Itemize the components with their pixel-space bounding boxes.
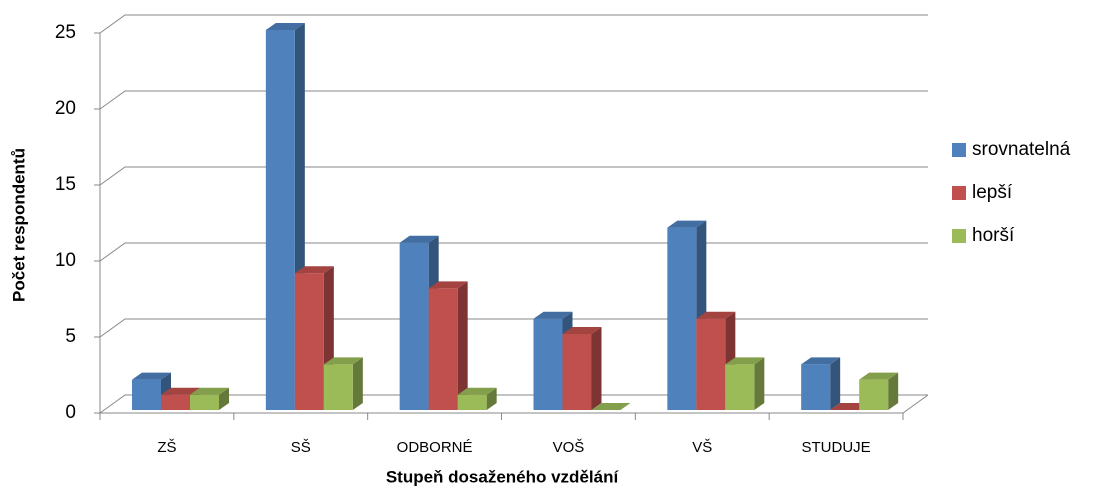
bar-side: [486, 387, 497, 410]
y-tick-label: 5: [65, 326, 76, 347]
bar-top: [132, 372, 171, 380]
bar: [591, 403, 631, 410]
bar-top: [190, 387, 229, 395]
bar-side: [591, 327, 602, 410]
x-tick-label: VŠ: [692, 439, 712, 456]
bar-front: [725, 364, 755, 410]
bar-top: [294, 266, 334, 274]
x-tick-label: ODBORNÉ: [397, 439, 473, 456]
grid-line: [99, 394, 928, 414]
bar-side: [457, 281, 468, 410]
y-tick-label: 20: [55, 98, 76, 119]
bar: [457, 387, 497, 410]
x-axis-title: Stupeň dosaženého vzdělání: [386, 467, 620, 486]
bar-front: [457, 394, 487, 410]
bar-top: [667, 220, 707, 228]
x-tick-label: VOŠ: [553, 439, 585, 456]
bar: [190, 387, 229, 410]
bar: [801, 357, 841, 410]
grid-line: [99, 318, 928, 338]
bar-top: [533, 311, 573, 319]
bar-front: [562, 334, 592, 410]
y-tick-label: 15: [55, 174, 76, 195]
bar-front: [428, 288, 458, 410]
bar: [428, 281, 468, 410]
bar-front: [161, 394, 190, 410]
bar-top: [457, 387, 497, 395]
bar-front: [399, 242, 429, 410]
bar-front: [265, 30, 295, 410]
legend-label: srovnatelná: [972, 139, 1071, 160]
grid-line: [99, 90, 928, 110]
bar-front: [696, 318, 726, 410]
grid-line: [99, 14, 928, 34]
x-tick-label: SŠ: [291, 439, 311, 456]
bar-top: [591, 403, 631, 410]
bar-top: [265, 23, 305, 30]
x-tick-label: STUDUJE: [801, 439, 870, 456]
grid-line: [99, 166, 928, 186]
bar-top: [428, 281, 468, 289]
bar-side: [352, 357, 363, 410]
bar-front: [294, 273, 324, 410]
bar: [667, 220, 707, 410]
bar-top: [562, 327, 602, 334]
bar-front: [533, 318, 563, 410]
legend-swatch: [952, 186, 966, 200]
y-axis-title: Počet respondentů: [9, 148, 28, 302]
bar-front: [323, 364, 353, 410]
bar-top: [323, 357, 363, 365]
bar: [725, 357, 765, 410]
legend-swatch: [952, 229, 966, 243]
bar-top: [801, 357, 841, 365]
legend-swatch: [952, 143, 966, 157]
y-tick-label: 10: [55, 250, 76, 271]
bar-top: [859, 372, 899, 380]
grid-line: [99, 242, 928, 262]
bar-front: [801, 364, 831, 410]
bar-top: [399, 235, 439, 243]
x-tick-label: ZŠ: [157, 439, 176, 456]
bar-front: [859, 379, 889, 410]
bar-top: [696, 311, 736, 319]
bar: [294, 266, 334, 410]
bar: [859, 372, 899, 410]
y-tick-label: 25: [55, 22, 76, 43]
bar-front: [190, 394, 219, 410]
bar-top: [161, 387, 200, 395]
y-tick-label: 0: [65, 402, 76, 423]
legend-label: horší: [972, 225, 1015, 246]
bar-front: [132, 379, 161, 410]
bar-top: [725, 357, 765, 365]
bar-side: [830, 357, 841, 410]
legend-label: lepší: [972, 182, 1013, 203]
bar-front: [667, 227, 697, 410]
bar-side: [754, 357, 765, 410]
bar-side: [219, 387, 229, 410]
bar: [562, 327, 602, 410]
bar: [696, 311, 736, 410]
bar-side: [888, 372, 899, 410]
bar: [323, 357, 363, 410]
